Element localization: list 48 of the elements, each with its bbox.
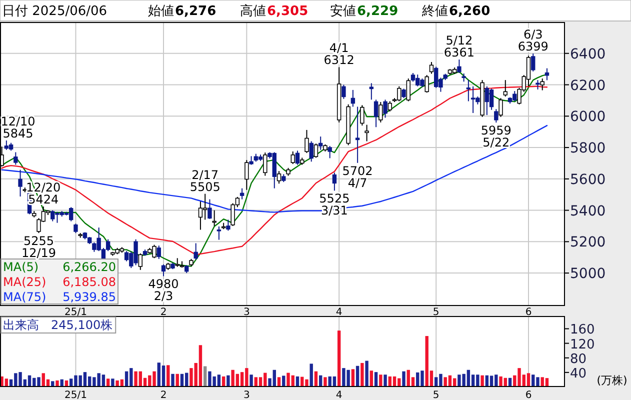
annotation: 6,185.08 (62, 275, 116, 289)
y-axis-title: (万株) (596, 374, 628, 387)
text: 始値 (148, 4, 174, 19)
y-tick-label: 80 (570, 352, 587, 367)
x-tick-label: 3 (243, 390, 250, 400)
text: 6,305 (267, 4, 308, 19)
y-tick-label: 120 (570, 337, 595, 352)
x-tick-label: 25/1 (64, 390, 87, 400)
x-tick-label: 5 (432, 307, 440, 318)
x-tick-label: 4 (336, 390, 342, 400)
x-tick-label: 25/1 (64, 307, 87, 318)
x-tick-label: 2 (160, 390, 167, 400)
x-tick-label: 2 (160, 307, 167, 318)
text: 日付 2025/06/06 (2, 4, 108, 19)
annotation: 12/10 5845 (0, 114, 36, 140)
annotation: 5702 4/7 (342, 164, 373, 190)
annotation: 4980 2/3 (148, 277, 179, 304)
x-tick-label: 3 (243, 307, 250, 318)
text: 終値 (421, 4, 448, 19)
y-tick-label: 6000 (570, 109, 606, 126)
x-tick-label: 6 (525, 307, 532, 318)
x-tick-label: 5 (432, 390, 440, 400)
y-tick-label: 5600 (570, 172, 606, 188)
annotation: 4/1 6312 (324, 41, 354, 68)
annotation: 5/12 6361 (444, 34, 474, 60)
y-tick-label: 5200 (570, 234, 606, 251)
annotation: 6,266.20 (62, 260, 116, 274)
y-tick-label: 6400 (570, 46, 606, 62)
y-tick-label: 40 (570, 366, 587, 382)
text: 安値 (330, 3, 356, 19)
y-tick-label: 6200 (570, 78, 606, 94)
text: 6,229 (357, 4, 398, 19)
annotation: 5255 12/19 (21, 234, 56, 260)
text: 高値 (240, 3, 266, 19)
annotation: 6/3 6399 (518, 28, 548, 54)
annotation: 出来高 245,100株 (3, 318, 113, 332)
text: 6,260 (449, 4, 490, 19)
text: 6,276 (175, 4, 216, 19)
x-tick-label: 6 (525, 390, 532, 400)
annotation: 5,939.85 (62, 290, 116, 304)
y-tick-label: 160 (570, 322, 595, 338)
legend: MA(5) 6,266.20 MA(25) 6,185.08 MA(75) 5,939.85 (0, 258, 118, 304)
annotation: 5959 5/22 (480, 124, 512, 150)
y-tick-label: 5400 (570, 203, 606, 220)
x-tick-label: 4 (336, 307, 342, 318)
y-tick-label: 5000 (570, 266, 606, 282)
y-tick-label: 5800 (570, 140, 606, 157)
annotation: 2/17 5505 (190, 168, 220, 194)
